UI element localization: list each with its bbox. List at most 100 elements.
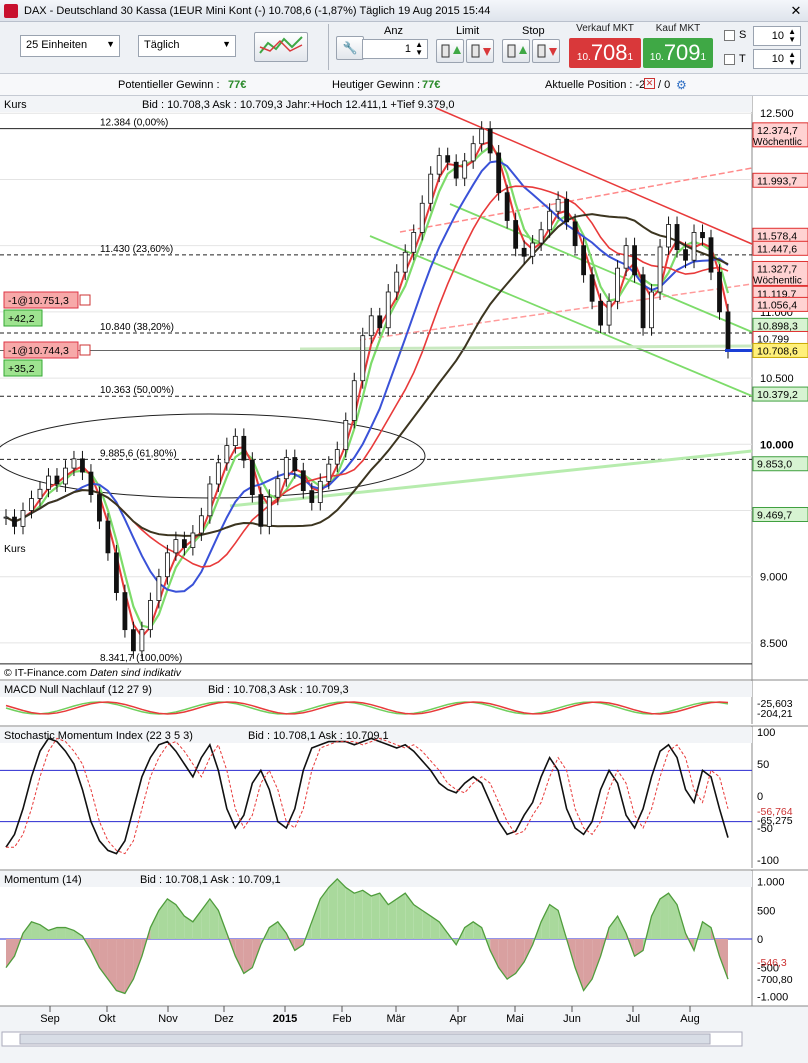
moving-average-line bbox=[5, 160, 729, 593]
sell-market-button[interactable]: Verkauf MKT 10.7081 bbox=[569, 23, 641, 68]
candle-body bbox=[351, 380, 357, 421]
price-level-tag-text: 10.708,6 bbox=[757, 345, 798, 357]
price-level-tag bbox=[752, 456, 808, 472]
wrench-button[interactable]: 🔧 bbox=[336, 36, 364, 60]
x-axis: Sep Okt Nov Dez 2015 Feb Mär Apr Mai Jun Jul Aug bbox=[0, 1005, 808, 1063]
panel-header-bg bbox=[0, 871, 752, 887]
limit-sell-button[interactable] bbox=[466, 39, 494, 63]
period-select-value: Täglich bbox=[144, 39, 180, 51]
momentum-area-segment bbox=[371, 893, 380, 939]
candle-body bbox=[232, 435, 238, 446]
gear-icon[interactable]: ⚙ bbox=[676, 78, 687, 92]
candle-body bbox=[37, 488, 43, 499]
candle-body bbox=[479, 128, 485, 145]
x-axis-tick-label: Mär bbox=[387, 1013, 406, 1025]
order-pnl-text: +42,2 bbox=[8, 313, 35, 325]
limit-buy-button[interactable] bbox=[436, 39, 464, 63]
macd-header-quote: Bid : 10.708,3 Ask : 10.709,3 bbox=[208, 684, 349, 696]
panel-header-bg bbox=[0, 681, 752, 697]
s-checkbox[interactable] bbox=[724, 30, 735, 41]
price-level-tag-text: 11.056,4 bbox=[757, 299, 797, 311]
candle-body bbox=[173, 539, 179, 554]
candle-body bbox=[453, 161, 459, 179]
momentum-area-segment bbox=[490, 939, 499, 968]
s-input[interactable]: 10 ▲ ▼ bbox=[753, 26, 801, 46]
candle-body bbox=[54, 475, 60, 485]
candle-body bbox=[258, 494, 264, 527]
momentum-area-segment bbox=[235, 939, 244, 974]
spinner-icon[interactable]: ▲ ▼ bbox=[415, 40, 423, 57]
price-series-name: Kurs bbox=[4, 99, 27, 111]
price-level-tag bbox=[752, 386, 808, 402]
stop-buy-button[interactable] bbox=[502, 39, 530, 63]
price-level-tag bbox=[752, 296, 808, 312]
fibonacci-label: 12.384 (0,00%) bbox=[100, 118, 168, 129]
price-level-tag bbox=[752, 506, 808, 522]
candle-body bbox=[725, 311, 731, 351]
momentum-area-segment bbox=[90, 939, 100, 968]
candle-body bbox=[555, 198, 561, 212]
t-input[interactable]: 10 ▲ ▼ bbox=[753, 49, 801, 69]
momentum-area-segment bbox=[600, 927, 610, 957]
chart-area[interactable]: Kurs Bid : 10.708,3 Ask : 10.709,3 Jahr:+… bbox=[0, 96, 808, 1063]
price-panel: Kurs Bid : 10.708,3 Ask : 10.709,3 Jahr:+… bbox=[0, 96, 808, 680]
period-select[interactable]: Täglich ▼ bbox=[138, 35, 236, 57]
x-axis-tick-label: Apr bbox=[449, 1013, 466, 1025]
candle-body bbox=[326, 463, 332, 482]
momentum-area-segment bbox=[379, 893, 389, 939]
toolbar-separator bbox=[328, 24, 330, 70]
x-axis-tick-label: Okt bbox=[98, 1013, 115, 1025]
units-select[interactable]: 25 Einheiten ▼ bbox=[20, 35, 120, 57]
panel-bg bbox=[0, 726, 808, 868]
smi-y-tick-label: -50 bbox=[757, 823, 773, 835]
close-icon[interactable]: ✕ bbox=[790, 3, 802, 18]
fibonacci-label: 9.885,6 (61,80%) bbox=[100, 448, 177, 459]
candle-body bbox=[292, 457, 298, 472]
macd-value-label: -25,603 bbox=[757, 698, 793, 710]
spinner-icon[interactable]: ▲ ▼ bbox=[788, 50, 796, 67]
momentum-area-segment bbox=[430, 916, 440, 939]
order-tag-label: -1@10.751,3 bbox=[8, 295, 69, 307]
price-level-tag-text: 10.799 bbox=[757, 333, 789, 345]
price-level-tag-text: 11.327,7 bbox=[757, 263, 797, 275]
macd-panel: MACD Null Nachlauf (12 27 9) Bid : 10.708… bbox=[0, 679, 808, 724]
trend-line bbox=[359, 283, 753, 341]
wrench-icon: 🔧 bbox=[342, 41, 358, 55]
anz-input[interactable]: 1 ▲ ▼ bbox=[362, 39, 428, 59]
x-axis-tick-label: 2015 bbox=[273, 1013, 297, 1025]
momentum-area-segment bbox=[549, 904, 559, 939]
price-y-tick-label: 10.500 bbox=[760, 373, 794, 385]
close-position-icon[interactable]: ✕ bbox=[644, 78, 655, 89]
candle-body bbox=[283, 457, 289, 480]
order-pnl-tag bbox=[3, 359, 43, 377]
buy-market-button[interactable]: Kauf MKT 10.7091 bbox=[643, 23, 713, 68]
candle-body bbox=[29, 498, 34, 511]
stop-label: Stop bbox=[522, 25, 545, 37]
candle-body bbox=[436, 155, 442, 175]
x-axis-tick-label: Dez bbox=[214, 1013, 234, 1025]
candle-body bbox=[63, 467, 68, 485]
copyright-text: © IT-Finance.com bbox=[4, 667, 87, 679]
s-label: S bbox=[739, 29, 747, 41]
candle-body bbox=[606, 300, 612, 326]
candle-body bbox=[674, 224, 680, 251]
spinner-icon[interactable]: ▲ ▼ bbox=[788, 27, 796, 44]
candle-body bbox=[521, 247, 527, 257]
stop-sell-button[interactable] bbox=[532, 39, 560, 63]
candle-body bbox=[3, 516, 9, 519]
smi-value-label: -65,275 bbox=[757, 815, 793, 827]
price-axis-name: Kurs bbox=[4, 543, 26, 555]
momentum-line bbox=[5, 877, 729, 995]
order-pnl-tag bbox=[3, 309, 43, 327]
t-checkbox[interactable] bbox=[724, 54, 735, 65]
candle-body bbox=[131, 629, 136, 652]
candle-body bbox=[547, 210, 553, 231]
momentum-y-tick-label: 1.000 bbox=[757, 877, 785, 889]
limit-buy-icon bbox=[441, 44, 461, 58]
smi-y-tick-label: -100 bbox=[757, 855, 779, 867]
momentum-area-segment bbox=[719, 939, 728, 980]
candle-body bbox=[513, 220, 519, 249]
potential-gain-value: 77€ bbox=[228, 79, 247, 91]
chart-style-button[interactable] bbox=[254, 32, 308, 62]
smi-y-tick-label: 50 bbox=[757, 759, 769, 771]
